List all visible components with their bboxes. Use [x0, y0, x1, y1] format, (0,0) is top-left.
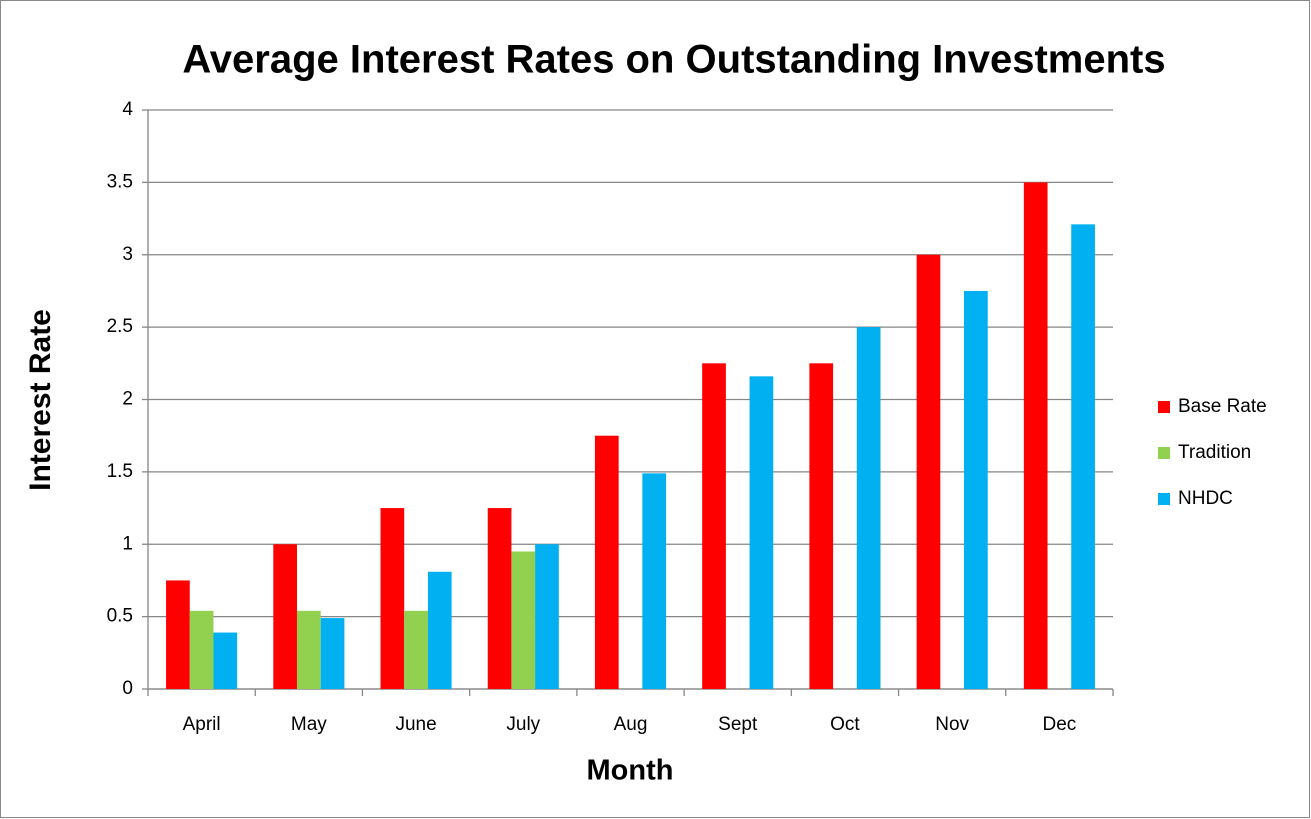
- x-tick-label: Oct: [830, 714, 860, 735]
- y-tick-label: 3: [122, 244, 133, 265]
- y-axis-title: Interest Rate: [24, 309, 57, 491]
- bar: [916, 254, 941, 689]
- x-tick-label: Aug: [614, 714, 648, 735]
- bar: [535, 544, 559, 689]
- bar: [320, 618, 345, 689]
- y-tick-label: 0.5: [107, 606, 133, 627]
- x-tick-label: June: [395, 714, 436, 735]
- y-tick-label: 2.5: [107, 316, 133, 337]
- y-tick-label: 0: [122, 678, 133, 699]
- x-tick-label: Dec: [1042, 714, 1076, 735]
- legend-label: Base Rate: [1178, 396, 1267, 417]
- bar: [1071, 224, 1095, 690]
- bar: [856, 327, 881, 689]
- y-tick-label: 4: [122, 99, 133, 120]
- legend-swatch: [1158, 447, 1170, 459]
- x-tick-label: Sept: [718, 714, 758, 735]
- bar: [380, 508, 405, 689]
- x-axis-title: Month: [587, 755, 674, 787]
- bar: [487, 508, 512, 689]
- bar: [404, 610, 428, 689]
- legend-swatch: [1158, 401, 1170, 413]
- bar: [273, 544, 297, 689]
- y-tick-label: 1: [122, 533, 133, 554]
- x-tick-label: July: [506, 714, 540, 735]
- chart-title: Average Interest Rates on Outstanding In…: [182, 38, 1165, 82]
- y-tick-label: 2: [122, 389, 133, 410]
- x-tick-label: Nov: [935, 714, 969, 735]
- x-tick-label: April: [183, 714, 221, 735]
- y-tick-label: 3.5: [107, 171, 133, 192]
- bar: [702, 363, 726, 689]
- legend-label: Tradition: [1178, 442, 1251, 463]
- bar: [427, 571, 452, 689]
- legend-swatch: [1158, 493, 1170, 505]
- bar: [749, 376, 774, 689]
- bar: [189, 610, 214, 689]
- bar: [594, 435, 619, 689]
- bar: [511, 551, 536, 689]
- bar: [809, 363, 834, 689]
- legend-label: NHDC: [1178, 488, 1233, 509]
- y-tick-label: 1.5: [107, 461, 133, 482]
- bar: [964, 290, 988, 689]
- bar: [296, 610, 321, 689]
- bar: [1023, 182, 1048, 689]
- bar: [213, 632, 238, 689]
- bar: [642, 473, 667, 689]
- bar: [166, 580, 190, 689]
- x-tick-label: May: [291, 714, 327, 735]
